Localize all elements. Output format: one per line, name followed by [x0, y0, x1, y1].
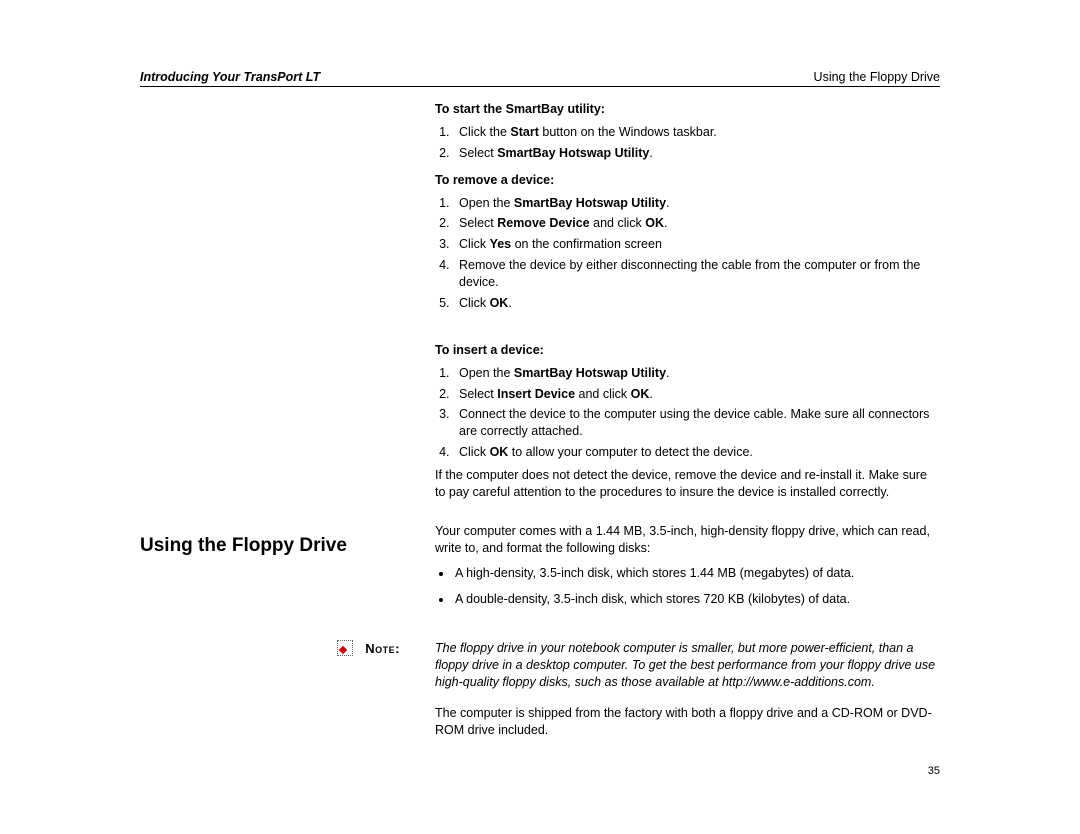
left-margin-2: Using the Floppy Drive: [140, 523, 400, 557]
page: Introducing Your TransPort LT Using the …: [140, 70, 940, 747]
note-left: Note:: [140, 640, 400, 658]
header-chapter: Introducing Your TransPort LT: [140, 70, 320, 84]
insert-step-4: Click OK to allow your computer to detec…: [453, 444, 940, 461]
heading-start-utility-text: To start the SmartBay utility: [435, 102, 601, 116]
floppy-intro: Your computer comes with a 1.44 MB, 3.5-…: [435, 523, 940, 557]
smartbay-block: To start the SmartBay utility: Click the…: [140, 101, 940, 509]
page-header: Introducing Your TransPort LT Using the …: [140, 70, 940, 87]
insert-step-3: Connect the device to the computer using…: [453, 406, 940, 440]
page-number: 35: [928, 765, 940, 777]
insert-list: Open the SmartBay Hotswap Utility. Selec…: [453, 365, 940, 461]
remove-list: Open the SmartBay Hotswap Utility. Selec…: [453, 195, 940, 312]
floppy-text: Your computer comes with a 1.44 MB, 3.5-…: [435, 523, 940, 609]
start-step-1: Click the Start button on the Windows ta…: [453, 124, 940, 141]
heading-start-utility: To start the SmartBay utility:: [435, 101, 940, 118]
remove-step-3: Click Yes on the confirmation screen: [453, 236, 940, 253]
note-label: Note:: [365, 641, 400, 656]
start-step-2: Select SmartBay Hotswap Utility.: [453, 145, 940, 162]
note-body: The floppy drive in your notebook comput…: [435, 640, 940, 691]
note-block: Note: The floppy drive in your notebook …: [140, 640, 940, 746]
insert-followup: If the computer does not detect the devi…: [435, 467, 940, 501]
section-title-floppy: Using the Floppy Drive: [140, 535, 400, 557]
header-section: Using the Floppy Drive: [814, 70, 940, 84]
remove-step-1: Open the SmartBay Hotswap Utility.: [453, 195, 940, 212]
smartbay-text: To start the SmartBay utility: Click the…: [435, 101, 940, 501]
remove-step-4: Remove the device by either disconnectin…: [453, 257, 940, 291]
heading-remove-device: To remove a device:: [435, 172, 940, 189]
tail-paragraph: The computer is shipped from the factory…: [435, 705, 940, 739]
note-text: The floppy drive in your notebook comput…: [435, 640, 940, 738]
left-margin-1: [140, 101, 400, 111]
note-icon: [337, 640, 353, 656]
floppy-bullet-2: A double-density, 3.5-inch disk, which s…: [453, 591, 940, 608]
remove-step-2: Select Remove Device and click OK.: [453, 215, 940, 232]
start-list: Click the Start button on the Windows ta…: [453, 124, 940, 162]
floppy-bullets: A high-density, 3.5-inch disk, which sto…: [453, 565, 940, 609]
remove-step-5: Click OK.: [453, 295, 940, 312]
insert-step-1: Open the SmartBay Hotswap Utility.: [453, 365, 940, 382]
floppy-bullet-1: A high-density, 3.5-inch disk, which sto…: [453, 565, 940, 582]
floppy-block: Using the Floppy Drive Your computer com…: [140, 523, 940, 619]
heading-insert-device: To insert a device:: [435, 342, 940, 359]
insert-step-2: Select Insert Device and click OK.: [453, 386, 940, 403]
